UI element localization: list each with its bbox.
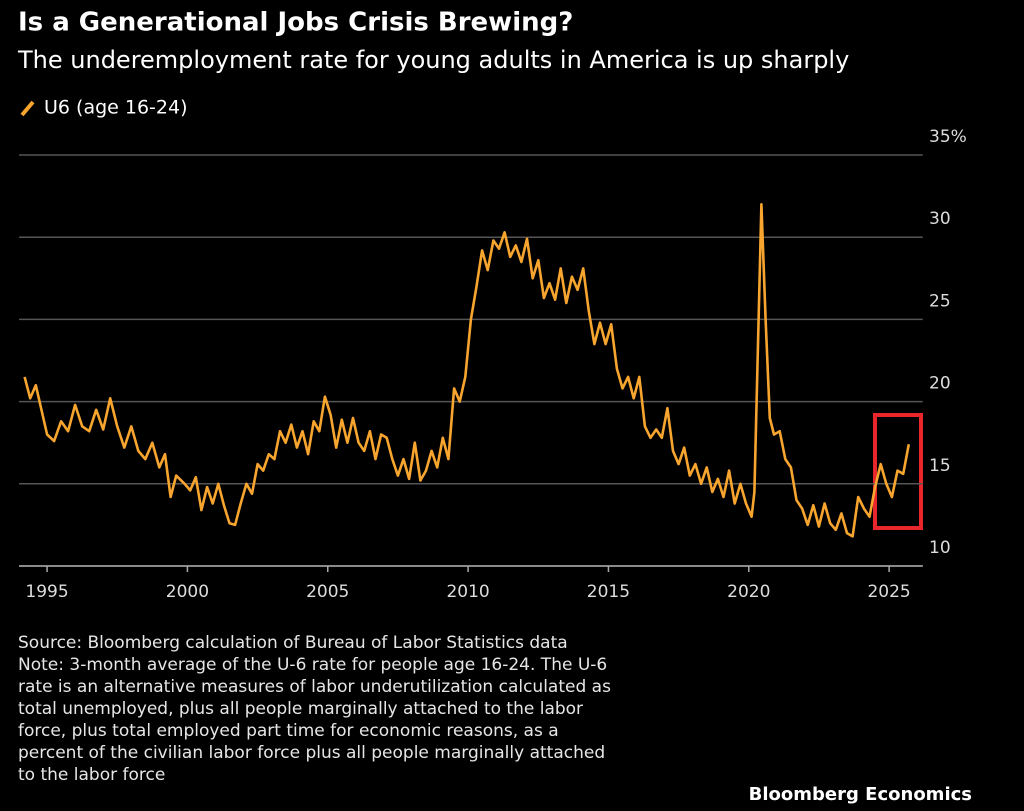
brand: Bloomberg Economics bbox=[749, 784, 972, 805]
source-note: Source: Bloomberg calculation of Bureau … bbox=[18, 633, 568, 653]
footnote-line: total unemployed, plus all people margin… bbox=[18, 699, 583, 719]
footnote-line: percent of the civilian labor force plus… bbox=[18, 743, 605, 763]
legend-swatch bbox=[20, 100, 35, 117]
x-tick-label: 2025 bbox=[867, 582, 910, 602]
footnote-line: force, plus total employed part time for… bbox=[18, 721, 559, 741]
x-tick-label: 2015 bbox=[587, 582, 630, 602]
footnote-line: rate is an alternative measures of labor… bbox=[18, 677, 611, 697]
y-tick-label: 20 bbox=[929, 374, 951, 394]
highlight-box bbox=[873, 413, 923, 530]
x-tick-label: 1995 bbox=[25, 582, 68, 602]
legend-label: U6 (age 16-24) bbox=[44, 97, 188, 119]
footnote-line: Note: 3-month average of the U-6 rate fo… bbox=[18, 655, 607, 675]
y-tick-label: 10 bbox=[929, 538, 951, 558]
x-tick-label: 2005 bbox=[306, 582, 349, 602]
y-tick-label: 30 bbox=[929, 209, 951, 229]
footnote-line: to the labor force bbox=[18, 765, 165, 785]
y-tick-label: 15 bbox=[929, 456, 951, 476]
x-tick-label: 2000 bbox=[166, 582, 209, 602]
chart-subtitle: The underemployment rate for young adult… bbox=[17, 46, 849, 74]
x-tick-label: 2010 bbox=[446, 582, 489, 602]
y-tick-label: 25 bbox=[929, 291, 951, 311]
y-tick-label: 35% bbox=[929, 127, 967, 147]
series-line bbox=[23, 203, 911, 538]
x-tick-label: 2020 bbox=[727, 582, 770, 602]
chart-title: Is a Generational Jobs Crisis Brewing? bbox=[18, 8, 573, 38]
